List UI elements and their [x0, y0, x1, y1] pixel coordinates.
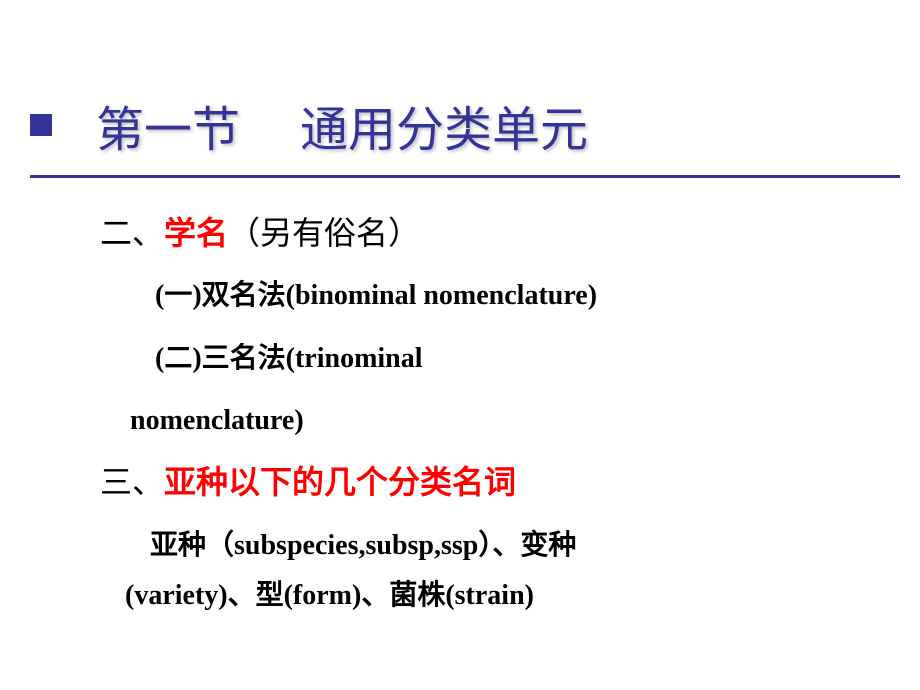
section-three-title: 亚种以下的几个分类名词 — [164, 464, 516, 500]
section-three-heading: 三、亚种以下的几个分类名词 — [100, 457, 880, 503]
section-two-prefix: 二、 — [100, 215, 164, 251]
subitem-trinominal-line2: nomenclature) — [130, 397, 880, 445]
bullet-icon — [30, 114, 52, 136]
section-two-heading: 二、学名（另有俗名） — [100, 208, 880, 254]
section-three-prefix: 三、 — [100, 464, 164, 500]
detail-subspecies-line2: (variety)、型(form)、菌株(strain) — [125, 571, 880, 621]
section-two-title: 学名 — [164, 215, 228, 251]
detail-subspecies-line1: 亚种（subspecies,subsp,ssp）、变种 — [150, 521, 880, 571]
subitem-binominal: (一)双名法(binominal nomenclature) — [155, 272, 880, 320]
subitem-trinominal-line1: (二)三名法(trinominal — [155, 335, 880, 383]
slide-container: 第一节 通用分类单元 二、学名（另有俗名） (一)双名法(binominal n… — [0, 0, 920, 690]
content-area: 二、学名（另有俗名） (一)双名法(binominal nomenclature… — [0, 178, 920, 622]
section-two-suffix: （另有俗名） — [228, 215, 420, 251]
slide-title: 第一节 通用分类单元 — [96, 90, 588, 160]
title-area: 第一节 通用分类单元 — [0, 0, 920, 160]
